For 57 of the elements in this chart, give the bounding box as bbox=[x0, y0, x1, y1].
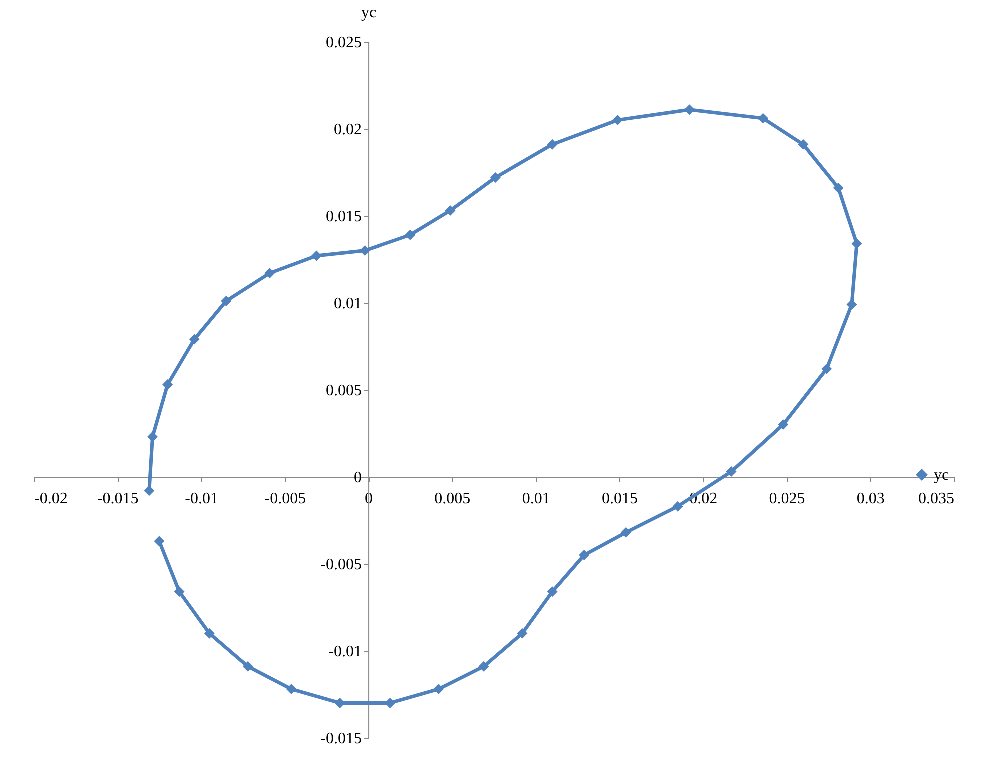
point bbox=[612, 115, 624, 126]
point bbox=[405, 230, 416, 240]
point bbox=[286, 684, 297, 695]
x-tick-label: 0.03 bbox=[856, 490, 885, 508]
x-tick-label: 0.035 bbox=[918, 490, 954, 508]
x-tick-label: 0.005 bbox=[434, 490, 471, 508]
point bbox=[672, 501, 684, 512]
point bbox=[434, 684, 444, 695]
point bbox=[385, 698, 396, 708]
point bbox=[360, 246, 370, 256]
point bbox=[148, 432, 158, 442]
y-tick-label: 0.025 bbox=[326, 34, 362, 52]
point bbox=[684, 104, 695, 116]
point bbox=[517, 628, 528, 639]
x-tick-label: -0.02 bbox=[34, 490, 68, 508]
x-tick-label: 0.015 bbox=[602, 490, 638, 508]
legend-label: yc bbox=[934, 467, 950, 484]
x-tick-label: -0.01 bbox=[185, 490, 218, 508]
x-tick-label: -0.005 bbox=[264, 490, 306, 508]
y-tick-label: -0.01 bbox=[328, 644, 362, 660]
point bbox=[264, 268, 276, 279]
y-tick-label: 0.02 bbox=[334, 122, 362, 138]
point bbox=[778, 420, 789, 430]
y-tick-label: 0 bbox=[354, 470, 362, 486]
point bbox=[822, 364, 832, 374]
y-tick-label: -0.015 bbox=[320, 730, 362, 748]
point bbox=[547, 139, 558, 150]
point bbox=[846, 299, 858, 310]
y-axis-title: yc bbox=[361, 4, 377, 22]
y-tick-label: -0.005 bbox=[320, 556, 362, 574]
point bbox=[204, 628, 215, 639]
point bbox=[311, 250, 322, 262]
point bbox=[242, 661, 254, 672]
x-tick-label: -0.015 bbox=[97, 490, 139, 508]
point bbox=[144, 486, 155, 496]
point bbox=[758, 113, 769, 124]
point bbox=[154, 536, 165, 547]
x-tick-label: 0.01 bbox=[522, 490, 550, 508]
point bbox=[221, 296, 232, 307]
point bbox=[445, 206, 456, 216]
point bbox=[162, 380, 174, 390]
point bbox=[547, 586, 558, 598]
point bbox=[579, 550, 590, 561]
x-tick-label: 0 bbox=[365, 490, 374, 508]
y-tick-label: 0.015 bbox=[326, 208, 362, 226]
point bbox=[620, 527, 632, 538]
point bbox=[189, 334, 200, 345]
x-tick-label: 0.025 bbox=[769, 490, 806, 508]
y-tick-label: 0.01 bbox=[334, 296, 362, 312]
point bbox=[798, 139, 809, 150]
point bbox=[174, 586, 185, 598]
y-tick-label: 0.005 bbox=[326, 382, 362, 400]
point bbox=[833, 182, 844, 194]
point bbox=[852, 238, 862, 250]
point bbox=[726, 466, 737, 478]
point bbox=[478, 661, 490, 672]
point bbox=[490, 172, 501, 183]
